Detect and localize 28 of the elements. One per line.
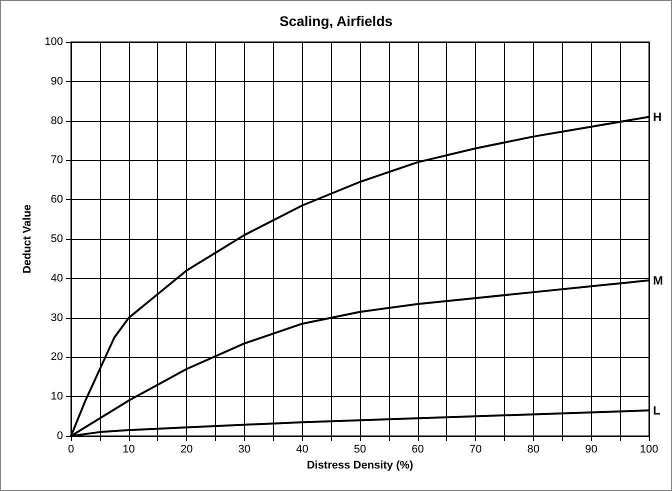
series-label: H [653,110,662,124]
y-tick-label: 20 [50,351,63,364]
y-tick-label: 0 [56,430,63,442]
y-tick-label: 60 [50,194,63,206]
y-tick-label: 40 [50,272,63,284]
x-tick-label: 60 [412,444,424,456]
y-tick-label: 80 [50,114,63,127]
series-label: L [653,403,660,418]
chart-title: Scaling, Airfields [279,13,393,29]
x-tick-label: 80 [527,444,540,456]
y-tick-label: 50 [50,233,63,245]
y-tick-label: 30 [50,312,63,324]
x-tick-label: 90 [585,444,598,456]
x-tick-label: 40 [296,444,308,456]
y-tick-label: 70 [50,154,63,166]
x-tick-label: 50 [354,444,366,456]
x-tick-label: 10 [122,444,135,456]
y-axis-title: Deduct Value [22,204,34,274]
x-tick-label: 30 [238,444,251,456]
y-tick-label: 100 [44,36,63,48]
x-tick-label: 100 [640,444,658,456]
y-tick-label: 90 [50,75,63,88]
series-label: M [653,273,663,288]
x-tick-label: 70 [469,444,482,456]
y-tick-label: 10 [50,390,63,403]
x-tick-label: 20 [180,444,193,456]
x-axis-title: Distress Density (%) [306,460,414,472]
x-tick-label: 0 [68,444,74,456]
